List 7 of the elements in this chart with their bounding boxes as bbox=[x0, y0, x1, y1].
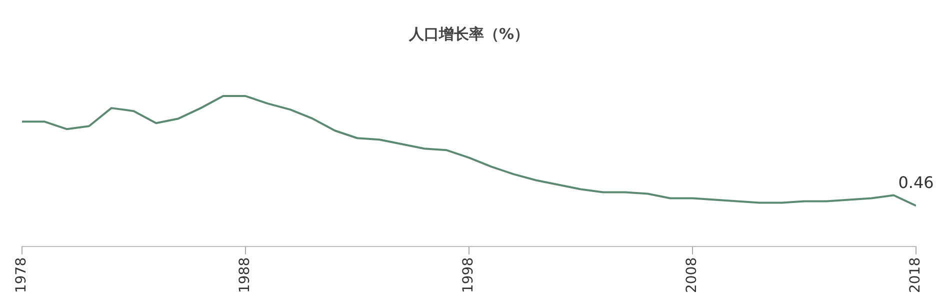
x-tick-label: 1998 bbox=[460, 257, 477, 294]
x-tick-label: 2008 bbox=[684, 257, 700, 294]
x-tick-label: 2018 bbox=[908, 257, 924, 294]
annotation: 0.46 bbox=[898, 172, 934, 192]
chart-title: 人口增长率（%） bbox=[408, 24, 530, 43]
x-tick-label: 1978 bbox=[14, 257, 30, 294]
x-tick-label: 1988 bbox=[237, 257, 254, 294]
